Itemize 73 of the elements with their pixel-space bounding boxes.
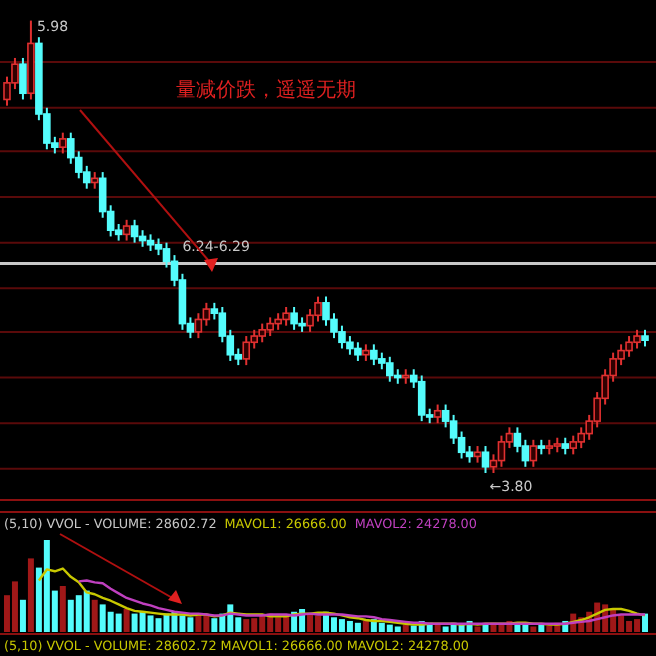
bar [67,599,74,632]
bar [11,581,18,632]
bar [634,619,641,632]
candlestick [242,335,251,367]
bar [179,615,186,632]
candlestick [122,218,131,242]
bar [203,615,210,632]
candlestick [449,413,458,445]
bar [27,558,34,632]
bar [155,618,162,632]
bar [498,624,505,632]
candlestick [59,131,67,155]
bar [394,626,401,632]
candlestick [521,438,530,468]
annotation: 量减价跌，遥遥无期 [176,78,356,102]
bar [251,618,258,632]
bar [131,613,138,632]
bar [642,613,649,632]
bar [115,613,122,632]
candlestick [386,355,394,383]
candlestick [433,403,442,425]
bar [107,611,114,632]
candlestick [633,328,641,350]
candlestick [529,438,538,468]
candlestick [202,301,211,327]
candlestick [354,341,362,362]
candlestick [290,306,298,331]
candlestick [625,335,633,358]
bar [530,626,537,632]
candlestick [481,445,490,475]
bar [618,615,625,632]
bar [546,625,553,632]
bar [362,620,369,632]
bar [354,622,361,632]
bar [259,615,266,632]
bar [338,619,345,632]
candlestick [282,306,290,327]
bar [330,617,337,632]
bar [43,540,50,632]
bar [123,609,130,632]
bar [139,611,146,632]
bar [99,604,106,632]
bar [211,618,218,632]
bar [442,626,449,632]
bar [474,626,481,632]
bar [378,622,385,632]
bar [386,624,393,632]
bar [434,624,441,632]
bar [346,620,353,632]
candlestick [569,434,578,456]
bar [410,625,417,632]
candlestick [258,322,266,344]
candlestick [19,56,27,101]
candlestick [497,434,506,468]
bar [626,620,633,632]
candlestick [266,316,274,338]
bar [19,599,26,632]
bar [83,590,90,632]
bar [522,624,529,632]
candlestick [370,343,378,367]
bar [275,617,282,632]
bar [187,617,194,632]
bar [538,624,545,632]
candlestick [130,218,139,244]
candlestick [417,374,426,423]
bar [91,599,98,632]
bar [402,624,409,632]
bar [75,595,82,632]
bar [147,615,154,632]
bar [59,586,66,632]
bar [307,613,314,632]
bar [315,615,322,632]
bar [243,619,250,632]
